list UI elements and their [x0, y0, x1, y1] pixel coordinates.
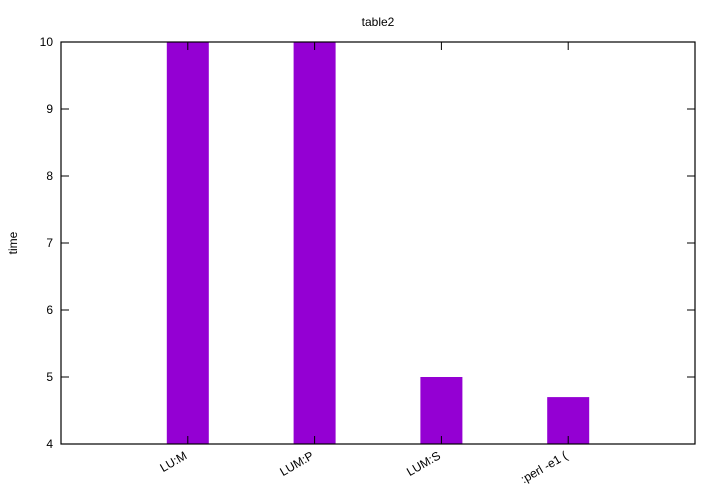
- y-axis-ticks: 4 5 6 7 8 9 10: [40, 35, 695, 451]
- y-tick-label-0: 4: [46, 437, 53, 451]
- y-tick-label-3: 7: [46, 236, 53, 250]
- y-tick-label-2: 6: [46, 303, 53, 317]
- y-tick-label-6: 10: [40, 35, 54, 49]
- x-tick-label-3: :perl -e1 (: [518, 448, 569, 486]
- x-tick-label-1: LUM:P: [277, 448, 316, 478]
- chart-title: table2: [362, 15, 395, 29]
- y-tick-label-4: 8: [46, 169, 53, 183]
- y-tick-label-5: 9: [46, 102, 53, 116]
- x-tick-label-2: LUM:S: [404, 448, 443, 478]
- x-tick-label-0: LU:M: [157, 448, 189, 474]
- bar-1: [293, 42, 336, 444]
- x-axis-ticks: LU:M LUM:P LUM:S :perl -e1 (: [157, 42, 570, 486]
- y-tick-label-1: 5: [46, 370, 53, 384]
- bars-group: [166, 42, 590, 444]
- plot-frame: [60, 41, 696, 445]
- bar-0: [166, 42, 209, 444]
- bar-2: [420, 377, 463, 444]
- y-axis-label: time: [6, 231, 20, 254]
